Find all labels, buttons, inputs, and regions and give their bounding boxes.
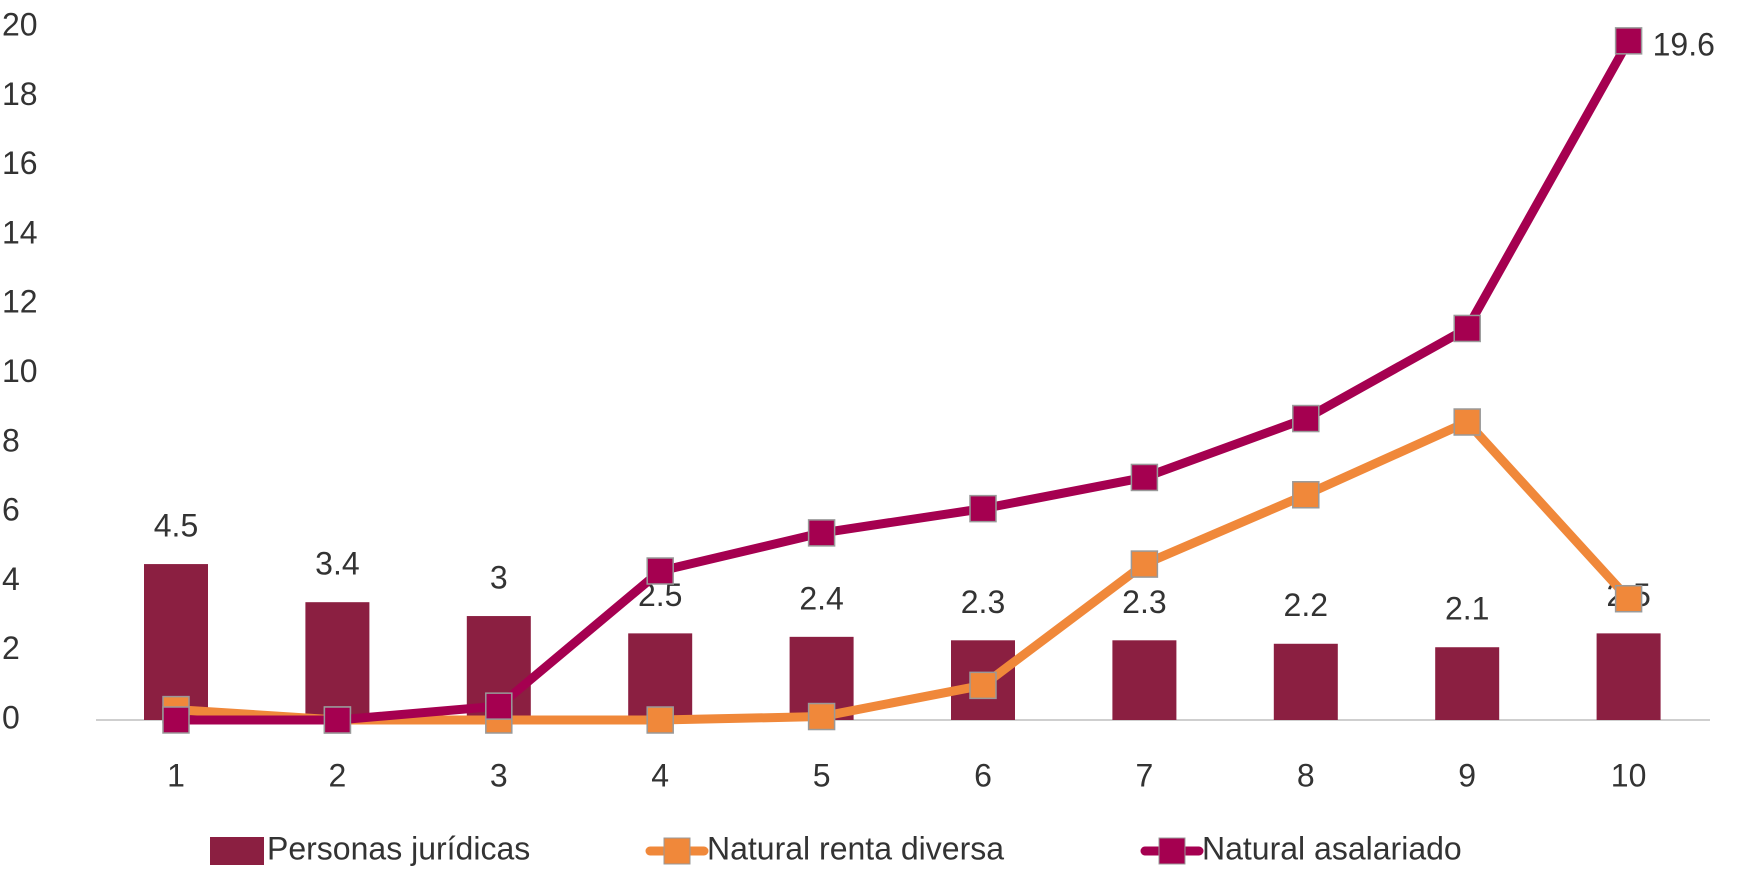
- marker: [1292, 404, 1320, 433]
- bar: [1596, 633, 1661, 720]
- marker: [807, 702, 836, 731]
- data-label: 2.1: [1445, 591, 1489, 627]
- marker: [969, 494, 997, 523]
- marker: [1130, 463, 1159, 492]
- x-tick-label: 6: [974, 757, 992, 793]
- marker: [1453, 314, 1481, 343]
- x-tick-label: 7: [1136, 757, 1154, 793]
- data-label: 19.6: [1653, 26, 1715, 62]
- x-tick-label: 10: [1611, 757, 1647, 793]
- bar: [144, 564, 208, 720]
- y-tick-label: 6: [2, 492, 20, 528]
- data-label: 3: [490, 560, 508, 596]
- data-label: 4.5: [154, 508, 198, 544]
- legend-label: Natural asalariado: [1202, 830, 1462, 866]
- marker: [1130, 550, 1159, 578]
- legend-label: Personas jurídicas: [267, 830, 530, 866]
- legend-swatch: [663, 837, 691, 865]
- bar: [1112, 640, 1177, 720]
- bar: [1273, 643, 1338, 720]
- data-label: 2.3: [1122, 584, 1166, 620]
- bar: [628, 633, 693, 720]
- y-tick-label: 20: [2, 6, 38, 42]
- y-tick-label: 18: [2, 76, 38, 112]
- marker: [323, 706, 352, 734]
- legend-swatch: [210, 837, 264, 865]
- y-tick-label: 12: [2, 284, 38, 320]
- marker: [807, 519, 836, 547]
- x-tick-label: 3: [490, 757, 508, 793]
- bar: [1435, 647, 1500, 720]
- marker: [1453, 408, 1481, 436]
- y-tick-label: 10: [2, 353, 38, 389]
- data-label: 2.4: [799, 580, 843, 616]
- data-label: 2.2: [1284, 587, 1328, 623]
- marker: [1614, 27, 1643, 55]
- data-label: 2.3: [961, 584, 1005, 620]
- x-tick-label: 5: [813, 757, 831, 793]
- x-tick-label: 8: [1297, 757, 1315, 793]
- x-tick-label: 2: [329, 757, 347, 793]
- y-tick-label: 2: [2, 630, 20, 666]
- marker: [646, 557, 674, 585]
- y-tick-label: 14: [2, 214, 38, 250]
- marker: [969, 671, 997, 700]
- marker: [162, 706, 190, 734]
- marker: [485, 692, 513, 720]
- x-tick-label: 1: [167, 757, 185, 793]
- bar: [305, 602, 370, 720]
- y-tick-label: 0: [2, 699, 20, 735]
- marker: [1292, 481, 1320, 509]
- x-tick-label: 9: [1458, 757, 1476, 793]
- marker: [1614, 584, 1643, 613]
- marker: [646, 706, 674, 734]
- line: [176, 38, 1633, 725]
- data-label: 3.4: [315, 546, 359, 582]
- y-tick-label: 8: [2, 422, 20, 458]
- legend-swatch: [1158, 837, 1186, 865]
- x-tick-label: 4: [651, 757, 669, 793]
- y-tick-label: 4: [2, 561, 20, 597]
- legend-label: Natural renta diversa: [707, 830, 1004, 866]
- y-tick-label: 16: [2, 145, 38, 181]
- line: [175, 417, 1632, 725]
